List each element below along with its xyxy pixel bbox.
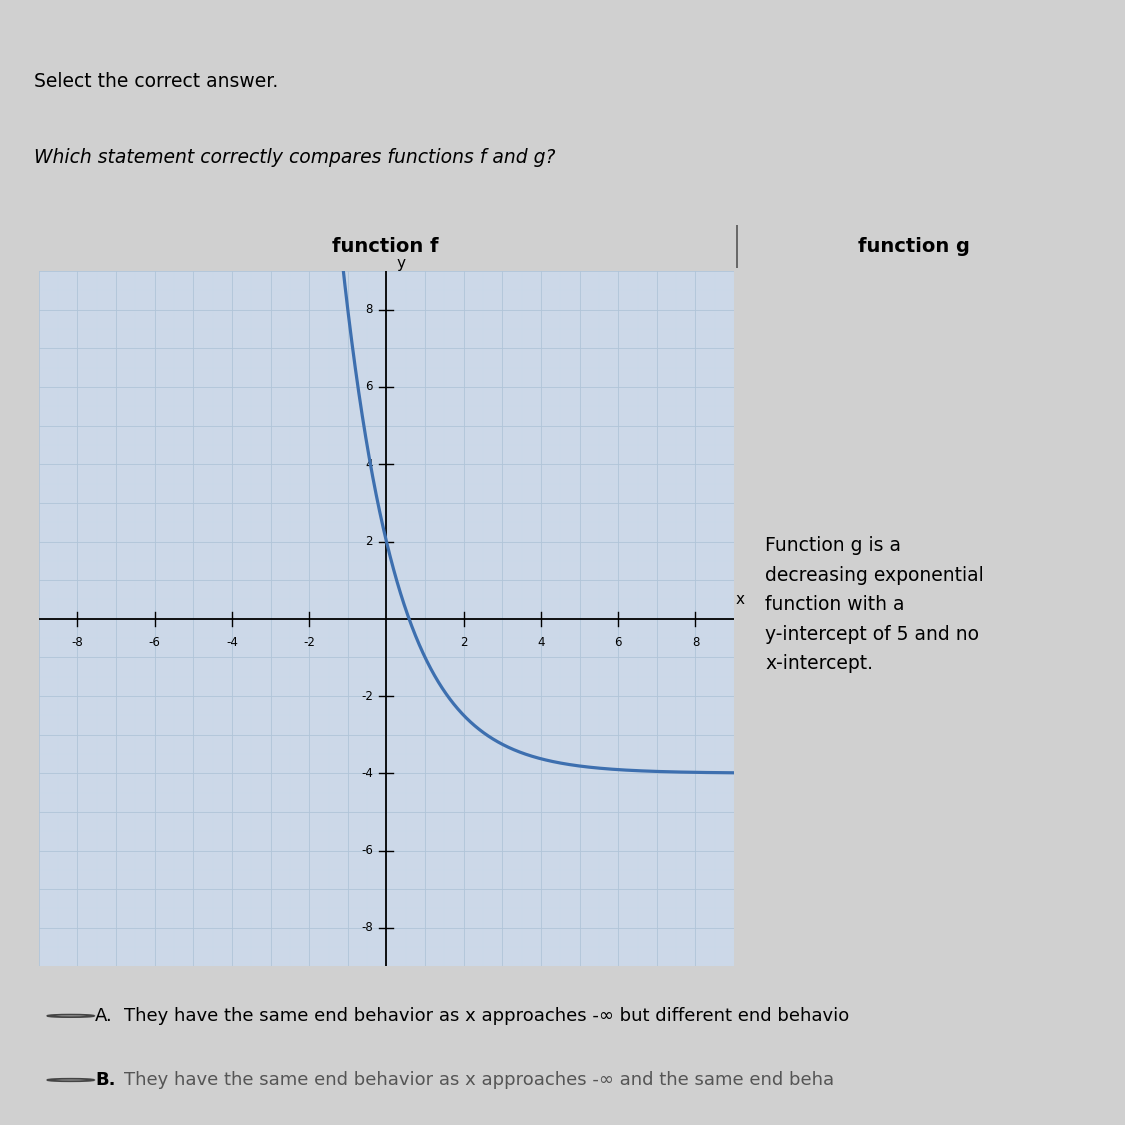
Text: 8: 8 bbox=[366, 304, 372, 316]
Text: 4: 4 bbox=[538, 636, 544, 649]
Text: They have the same end behavior as x approaches -∞ and the same end beha: They have the same end behavior as x app… bbox=[124, 1071, 834, 1089]
Text: They have the same end behavior as x approaches -∞ but different end behavio: They have the same end behavior as x app… bbox=[124, 1007, 849, 1025]
Text: -2: -2 bbox=[361, 690, 372, 702]
Text: Function g is a
decreasing exponential
function with a
y-intercept of 5 and no
x: Function g is a decreasing exponential f… bbox=[765, 537, 984, 673]
Text: function f: function f bbox=[332, 237, 439, 255]
Text: 6: 6 bbox=[614, 636, 622, 649]
Text: -8: -8 bbox=[361, 921, 372, 934]
Text: -2: -2 bbox=[304, 636, 315, 649]
Text: Which statement correctly compares functions f and g?: Which statement correctly compares funct… bbox=[34, 148, 556, 166]
Text: 8: 8 bbox=[692, 636, 699, 649]
Text: -8: -8 bbox=[72, 636, 83, 649]
Text: 2: 2 bbox=[460, 636, 468, 649]
Text: y: y bbox=[396, 256, 405, 271]
Text: -6: -6 bbox=[148, 636, 161, 649]
Text: function g: function g bbox=[858, 237, 970, 255]
Text: -4: -4 bbox=[226, 636, 237, 649]
Text: -4: -4 bbox=[361, 767, 372, 780]
Text: 4: 4 bbox=[366, 458, 372, 470]
Text: B.: B. bbox=[96, 1071, 116, 1089]
Text: -6: -6 bbox=[361, 844, 372, 857]
Text: A.: A. bbox=[96, 1007, 112, 1025]
Text: x: x bbox=[736, 592, 745, 608]
Text: 6: 6 bbox=[366, 380, 372, 394]
Text: 2: 2 bbox=[366, 536, 372, 548]
Text: Select the correct answer.: Select the correct answer. bbox=[34, 72, 278, 91]
